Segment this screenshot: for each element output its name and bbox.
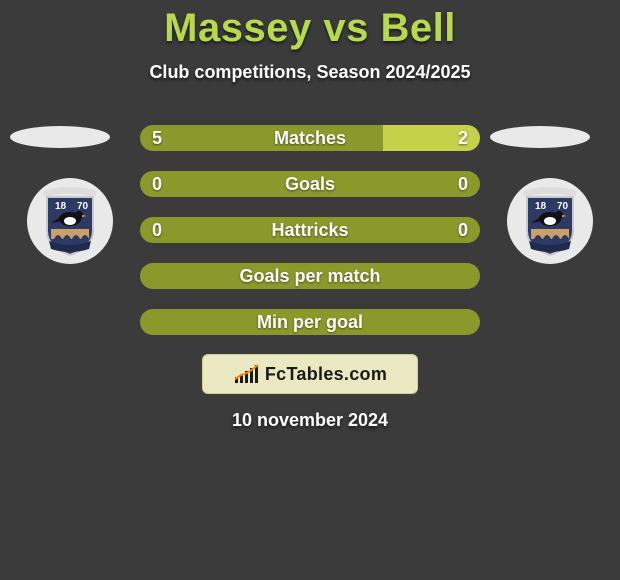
stat-row-goals-per-match: Goals per match [140,263,480,289]
club-crest-icon: 1870 [519,185,581,257]
stat-value-right: 0 [458,217,468,243]
stat-row-goals: Goals0 0 [140,171,480,197]
stat-label: Matches [140,125,480,151]
stat-value-right: 2 [458,125,468,151]
date-line: 10 november 2024 [0,410,620,431]
left-club-badge: 1870 [27,178,113,264]
right-club-badge: 1870 [507,178,593,264]
stat-label: Goals per match [140,263,480,289]
stat-label: Min per goal [140,309,480,335]
svg-text:70: 70 [77,201,89,212]
stat-value-left: 0 [152,217,162,243]
left-player-ellipse [10,126,110,148]
stage: Massey vs Bell Club competitions, Season… [0,0,620,580]
subtitle: Club competitions, Season 2024/2025 [0,62,620,83]
brand-chart-icon [233,363,259,385]
stat-value-left: 0 [152,171,162,197]
right-player-ellipse [490,126,590,148]
stat-value-right: 0 [458,171,468,197]
page-title: Massey vs Bell [0,6,620,51]
svg-text:18: 18 [535,201,547,212]
brand-box: FcTables.com [202,354,418,394]
svg-text:18: 18 [55,201,67,212]
stat-value-left: 5 [152,125,162,151]
stat-label: Goals [140,171,480,197]
stat-row-min-per-goal: Min per goal [140,309,480,335]
club-crest-icon: 1870 [39,185,101,257]
stat-row-hattricks: Hattricks0 0 [140,217,480,243]
stat-row-matches: Matches5 2 [140,125,480,151]
svg-text:70: 70 [557,201,569,212]
stat-label: Hattricks [140,217,480,243]
brand-text: FcTables.com [265,364,387,385]
